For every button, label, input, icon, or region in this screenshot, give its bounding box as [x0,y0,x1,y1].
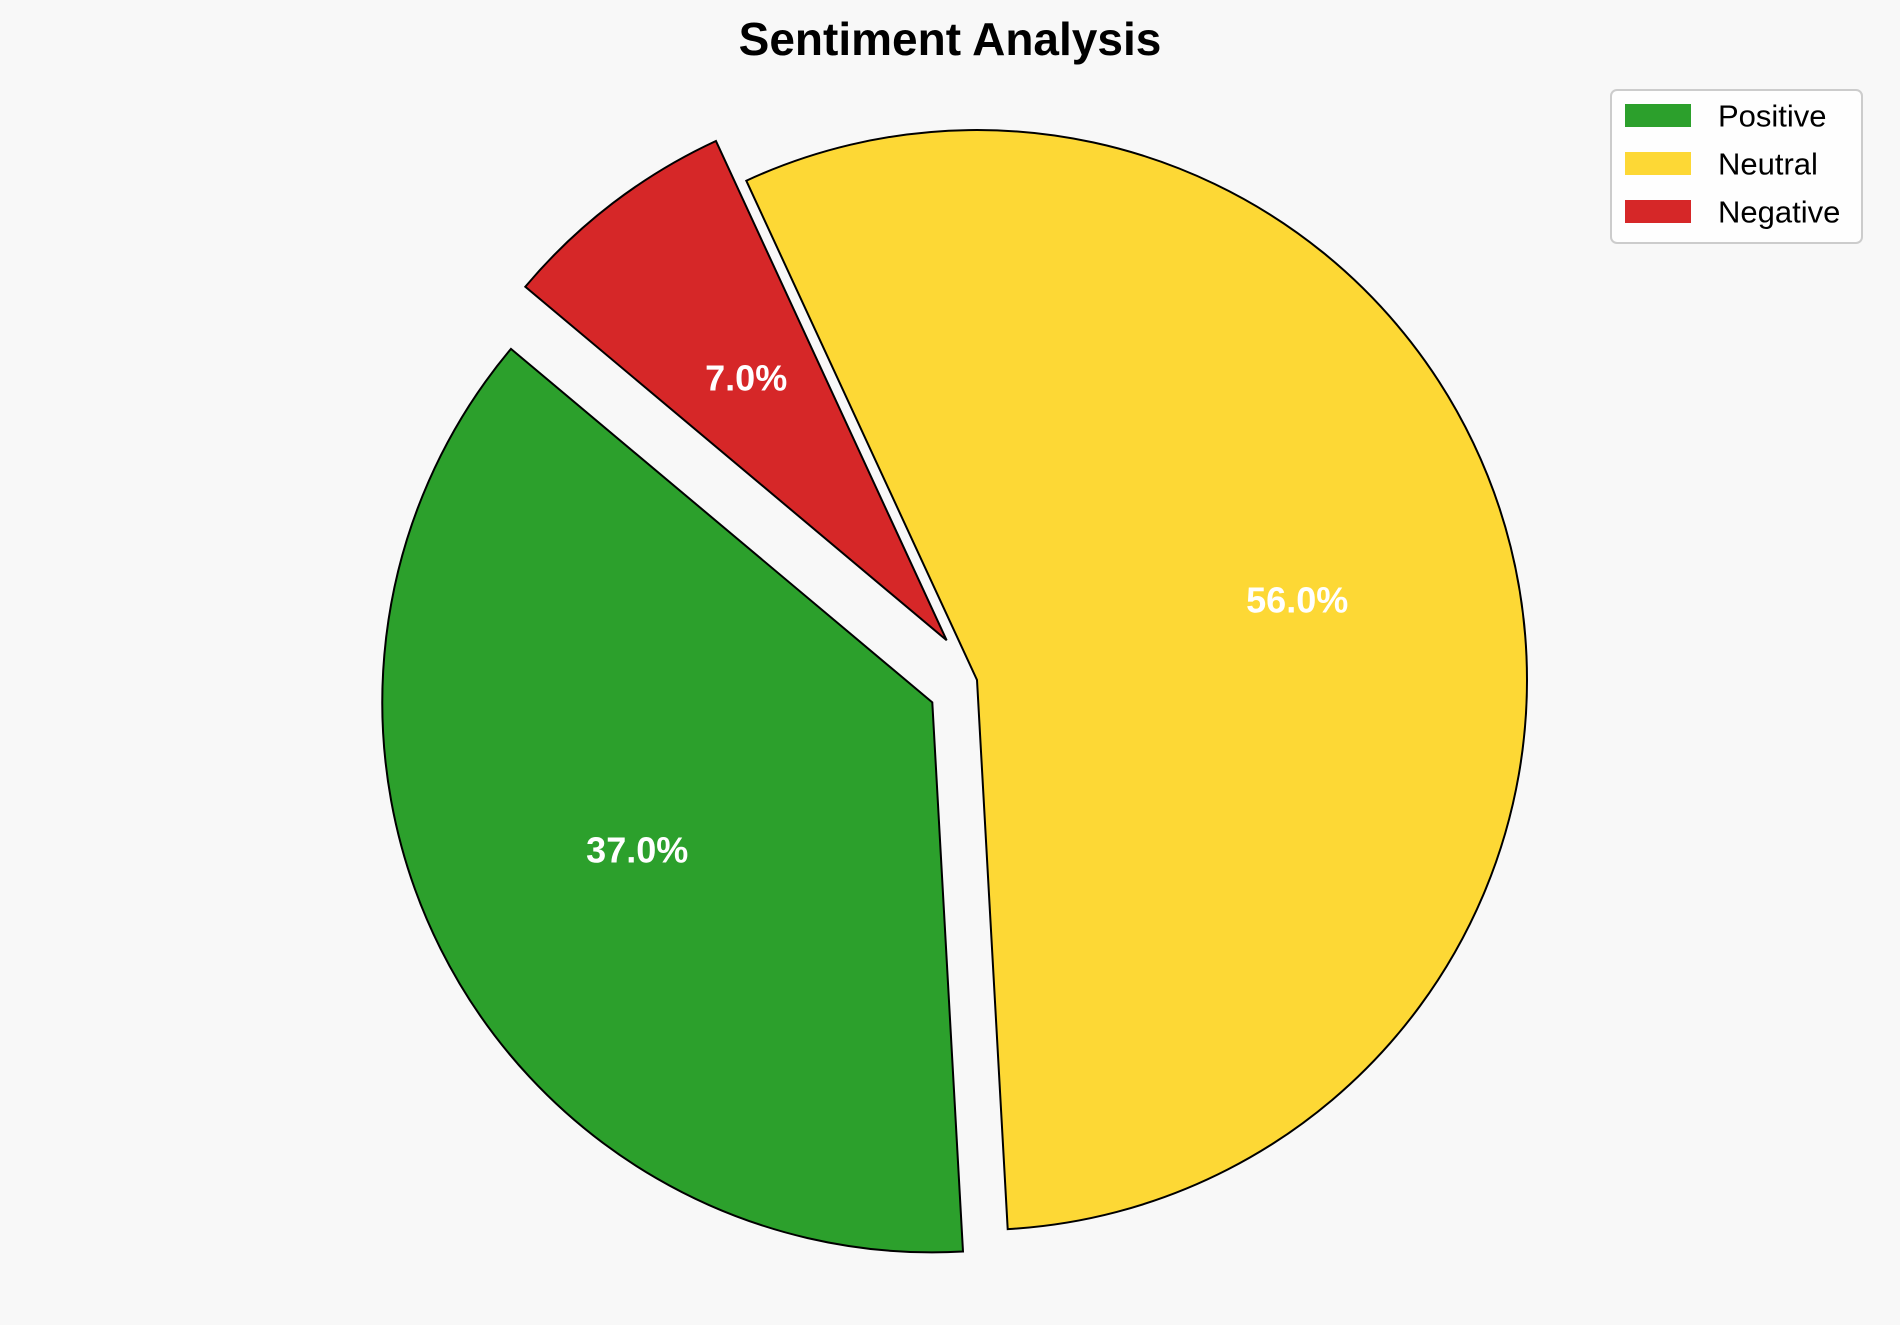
pie-value-labels: 37.0% 56.0% 7.0% [586,358,1348,871]
legend-label-negative: Negative [1718,195,1840,230]
legend-swatch-neutral [1625,152,1691,175]
pie-slice-positive [381,347,965,1254]
legend-swatch-positive [1625,104,1691,127]
legend-label-positive: Positive [1718,99,1827,134]
pie-slices [381,129,1529,1254]
value-label-neutral: 56.0% [1246,580,1348,621]
value-label-negative: 7.0% [705,358,787,399]
legend-label-neutral: Neutral [1718,147,1818,182]
legend-swatch-negative [1625,200,1691,223]
pie-slice-neutral [744,129,1529,1231]
value-label-positive: 37.0% [586,830,688,871]
chart-title: Sentiment Analysis [739,13,1162,65]
legend: Positive Neutral Negative [1610,89,1863,244]
pie-slice-negative [523,139,948,642]
